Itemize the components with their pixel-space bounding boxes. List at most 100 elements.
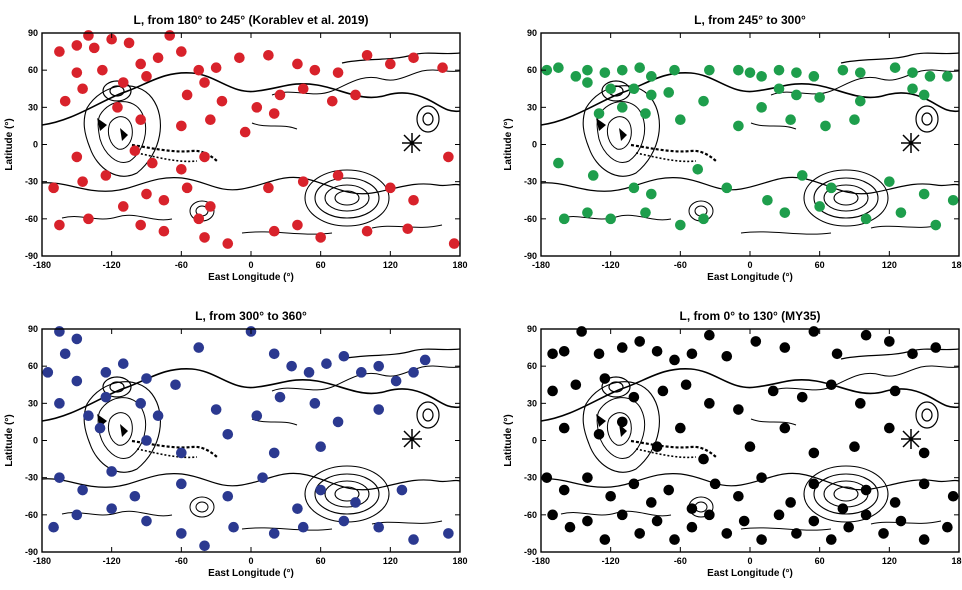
data-point (907, 348, 918, 360)
x-tick-label: -180 (532, 260, 550, 270)
chart-panel-4: L, from 0° to 130° (MY35) -180 -120 -60 0 60 1… (503, 309, 962, 579)
data-point (779, 342, 791, 353)
y-tick-label: -90 (524, 251, 537, 261)
data-point (889, 385, 901, 397)
data-point (733, 64, 744, 76)
data-point (419, 354, 431, 366)
data-point (176, 528, 187, 539)
data-point (860, 329, 872, 341)
data-point (268, 348, 280, 360)
y-tick-label: -30 (25, 177, 38, 187)
data-point (205, 114, 216, 126)
data-point (83, 410, 94, 422)
x-tick-label: 180 (452, 260, 467, 270)
data-point (547, 385, 558, 397)
x-tick-label: 180 (951, 556, 962, 566)
data-point (860, 213, 872, 225)
data-point (825, 182, 837, 194)
data-point (646, 188, 657, 200)
chart-title: L, from 245° to 300° (694, 13, 806, 27)
data-point (297, 176, 309, 187)
data-point (106, 466, 117, 477)
x-tick-label: 0 (248, 556, 253, 566)
x-tick-label: -180 (532, 556, 550, 566)
data-point (268, 108, 280, 119)
data-point (42, 367, 54, 378)
data-point (361, 50, 373, 61)
y-tick-label: 90 (527, 324, 537, 334)
data-point (605, 490, 616, 502)
data-point (605, 213, 616, 225)
data-point (698, 213, 709, 225)
data-point (558, 213, 570, 225)
data-point (808, 515, 820, 527)
data-point (408, 367, 419, 378)
data-point (274, 89, 286, 101)
data-point (77, 176, 88, 187)
data-point (292, 503, 303, 514)
data-point (135, 219, 146, 231)
y-tick-label: 30 (527, 102, 537, 112)
data-point (83, 30, 94, 41)
data-point (129, 490, 141, 502)
data-point (849, 114, 860, 126)
data-point (54, 326, 65, 337)
data-point (704, 398, 715, 409)
x-tick-label: 180 (951, 260, 962, 270)
data-point (373, 404, 385, 415)
x-tick-label: 120 (383, 556, 398, 566)
x-tick-label: 0 (248, 260, 253, 270)
data-point (785, 497, 796, 508)
x-tick-label: 60 (815, 556, 825, 566)
data-point (704, 64, 715, 76)
data-point (251, 410, 263, 422)
data-point (71, 151, 83, 163)
y-tick-label: -30 (25, 473, 38, 483)
data-point (825, 534, 837, 545)
data-point (117, 201, 129, 212)
y-tick-label: 60 (28, 65, 38, 75)
data-point (210, 62, 222, 73)
data-point (321, 358, 332, 369)
data-point (297, 521, 309, 533)
data-point (582, 77, 593, 88)
data-point (837, 64, 849, 76)
data-point (628, 478, 640, 490)
data-point (315, 232, 326, 243)
data-point (443, 528, 454, 539)
data-point (599, 373, 611, 384)
data-point (385, 58, 396, 70)
x-axis-label: East Longitude (°) (707, 272, 793, 283)
data-point (895, 207, 907, 218)
data-point (616, 64, 628, 76)
data-point (129, 145, 141, 156)
data-point (663, 484, 675, 496)
data-point (448, 238, 460, 249)
data-point (54, 472, 65, 483)
data-point (176, 163, 187, 175)
data-point (918, 188, 930, 200)
data-point (408, 534, 419, 545)
data-point (71, 509, 83, 521)
data-point (303, 367, 315, 378)
data-point (675, 114, 686, 126)
data-point (77, 83, 88, 95)
data-point (210, 404, 222, 415)
data-point (721, 528, 733, 539)
data-point (831, 348, 843, 360)
data-point (651, 515, 663, 527)
data-point (791, 89, 802, 101)
data-point (309, 398, 321, 409)
data-point (605, 83, 616, 95)
data-point (675, 422, 686, 434)
data-point (918, 447, 930, 459)
data-point (884, 422, 895, 434)
data-point (796, 391, 808, 403)
data-point (315, 484, 326, 496)
data-point (239, 126, 251, 138)
data-point (356, 367, 367, 378)
data-point (634, 62, 645, 73)
data-point (176, 447, 187, 459)
y-axis-label: Latitude (°) (503, 414, 514, 466)
data-point (593, 108, 605, 119)
